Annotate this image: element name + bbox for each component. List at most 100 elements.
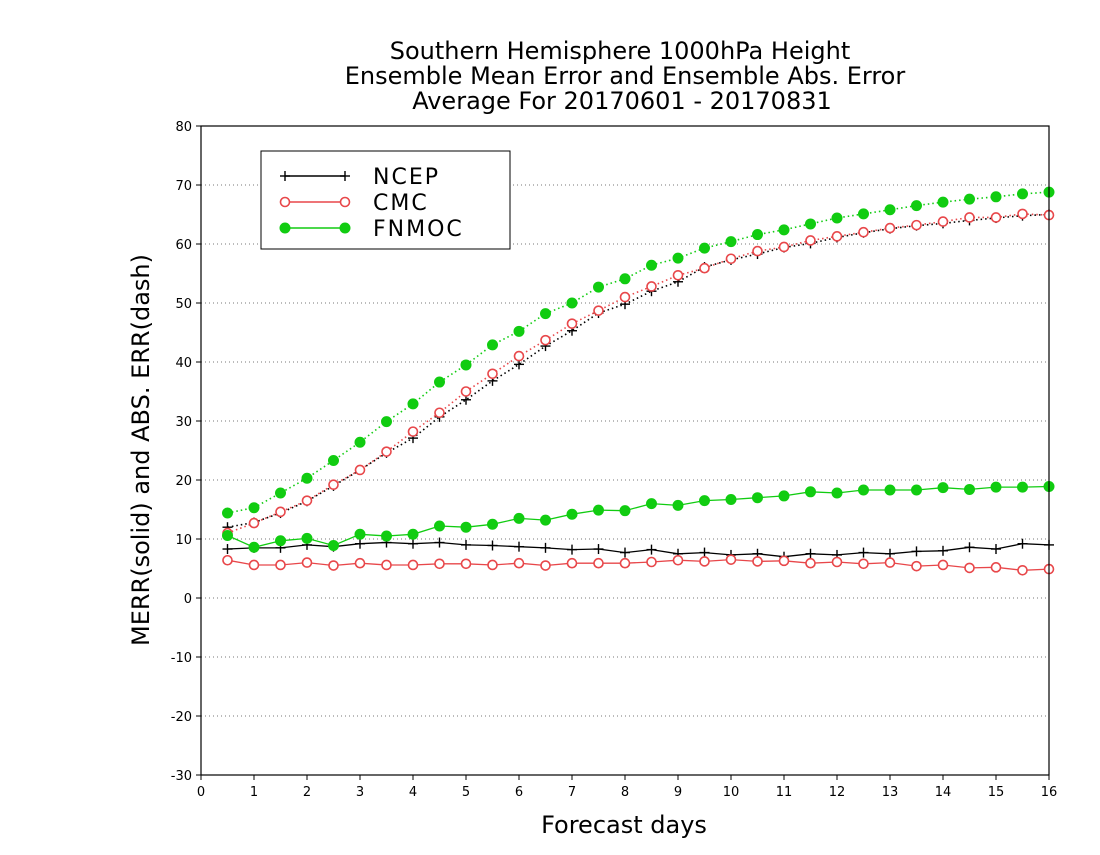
ncep-merr-point — [805, 548, 816, 559]
fnmoc-abs-err-point — [1017, 188, 1028, 200]
cmc-merr-point — [301, 557, 313, 568]
cmc-merr-point — [672, 554, 684, 566]
grid-lines — [201, 184, 1049, 717]
cmc-merr-point — [593, 557, 604, 569]
cmc-merr-point — [646, 556, 657, 568]
x-tick-label: 11 — [776, 785, 793, 800]
chart-title: Southern Hemisphere 1000hPa Height Ensem… — [345, 37, 906, 115]
cmc-merr-point — [328, 560, 339, 571]
cmc-abs-err-point — [540, 334, 551, 346]
ncep-merr-point — [540, 542, 551, 553]
y-axis-label: MERR(solid) and ABS. ERR(dash) — [127, 254, 155, 646]
cmc-merr-point — [407, 559, 419, 571]
fnmoc-merr-point — [699, 495, 710, 507]
x-tick-label: 15 — [988, 785, 1005, 800]
fnmoc-abs-err-point — [566, 297, 578, 309]
fnmoc-abs-err-point — [222, 507, 233, 519]
ncep-merr-point — [699, 547, 710, 558]
ncep-merr-point — [514, 541, 524, 552]
cmc-merr-point — [248, 559, 260, 571]
ncep-merr-point — [1017, 538, 1028, 549]
cmc-abs-err-point — [434, 407, 445, 419]
fnmoc-merr-point — [566, 508, 578, 520]
y-tick-label: 40 — [175, 356, 192, 371]
fnmoc-abs-err-point — [301, 472, 313, 484]
cmc-abs-err-point — [911, 219, 922, 231]
cmc-merr-point — [619, 557, 631, 569]
fnmoc-merr-point — [222, 529, 233, 541]
cmc-merr-point — [964, 562, 975, 574]
cmc-merr-point — [884, 557, 896, 568]
cmc-abs-err-point — [778, 241, 790, 253]
cmc-merr-point — [381, 559, 392, 571]
cmc-abs-err-point — [990, 212, 1002, 223]
cmc-abs-err-point — [354, 464, 366, 476]
y-tick-label: 10 — [175, 533, 192, 548]
cmc-abs-err-point — [964, 212, 975, 223]
ncep-merr-point — [593, 544, 604, 555]
x-tick-label: 13 — [882, 785, 899, 800]
fnmoc-abs-err-point — [937, 196, 949, 208]
cmc-abs-err-point — [460, 386, 472, 397]
fnmoc-abs-err-point — [540, 308, 551, 320]
series-ncep — [222, 209, 1054, 562]
chart-title-line-2: Ensemble Mean Error and Ensemble Abs. Er… — [345, 62, 906, 90]
fnmoc-abs-err-point — [248, 502, 260, 514]
y-tick-label: 30 — [175, 415, 192, 430]
ncep-merr-point — [858, 547, 869, 558]
legend-label-ncep: NCEP — [373, 165, 440, 190]
series-fnmoc — [222, 186, 1055, 553]
y-tick-label: 60 — [175, 238, 192, 253]
legend-marker-fnmoc-start — [279, 222, 291, 234]
ncep-merr-point — [222, 544, 233, 555]
fnmoc-merr-point — [407, 528, 419, 540]
y-tick-label: 20 — [175, 474, 192, 489]
series-cmc — [222, 208, 1055, 576]
x-tick-label: 8 — [621, 785, 629, 800]
fnmoc-abs-err-point — [275, 487, 286, 499]
fnmoc-merr-point — [460, 521, 472, 533]
ncep-merr-point — [408, 538, 418, 549]
fnmoc-abs-err-point — [884, 204, 896, 216]
cmc-abs-err-point — [831, 231, 843, 242]
fnmoc-abs-err-point — [513, 325, 525, 337]
fnmoc-merr-point — [248, 541, 260, 553]
legend-label-cmc: CMC — [373, 191, 429, 216]
fnmoc-abs-err-point — [460, 359, 472, 371]
cmc-abs-err-point — [248, 517, 260, 529]
fnmoc-abs-err-point — [725, 236, 737, 248]
fnmoc-merr-point — [964, 483, 975, 495]
cmc-merr-point — [434, 558, 445, 570]
cmc-merr-point — [222, 554, 233, 566]
fnmoc-merr-point — [487, 518, 498, 530]
fnmoc-merr-point — [593, 504, 604, 516]
legend-marker-cmc-end — [339, 196, 351, 208]
x-tick-label: 0 — [197, 785, 205, 800]
ncep-merr-point — [355, 538, 365, 549]
x-tick-label: 6 — [515, 785, 523, 800]
series-cmc-merr-line — [227, 558, 1050, 571]
fnmoc-abs-err-point — [990, 191, 1002, 203]
legend-marker-ncep-end — [340, 171, 350, 181]
cmc-merr-point — [937, 559, 949, 571]
cmc-merr-point — [566, 557, 578, 569]
ncep-merr-point — [911, 546, 922, 557]
cmc-abs-err-point — [566, 318, 578, 329]
cmc-abs-err-point — [672, 269, 684, 281]
cmc-merr-point — [858, 558, 869, 570]
ncep-merr-point — [567, 544, 577, 555]
fnmoc-abs-err-point — [911, 200, 922, 212]
cmc-abs-err-point — [381, 446, 392, 457]
cmc-abs-err-point — [275, 506, 286, 518]
fnmoc-merr-point — [513, 512, 525, 524]
fnmoc-abs-err-point — [831, 212, 843, 224]
x-tick-label: 9 — [674, 785, 682, 800]
fnmoc-abs-err-point — [407, 398, 419, 410]
cmc-abs-err-point — [752, 245, 763, 257]
cmc-abs-err-point — [699, 262, 710, 274]
cmc-merr-point — [990, 562, 1002, 573]
fnmoc-merr-point — [911, 484, 922, 496]
series-cmc-abs-err-line — [227, 213, 1050, 534]
